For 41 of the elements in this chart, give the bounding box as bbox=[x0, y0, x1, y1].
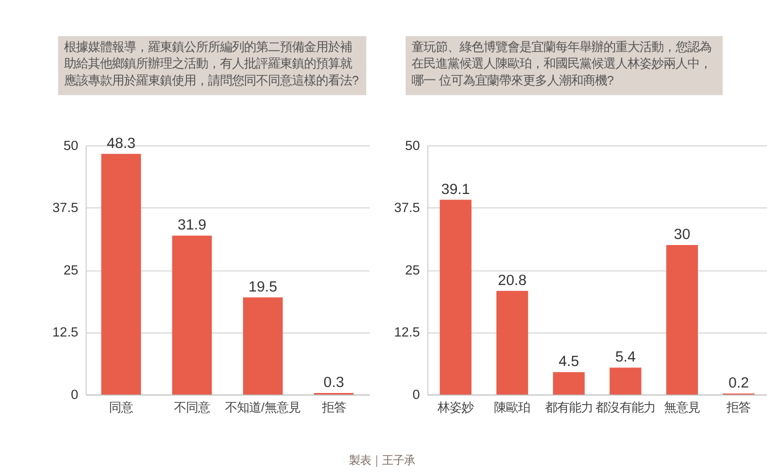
data-label: 0.3 bbox=[324, 375, 344, 392]
data-label: 4.5 bbox=[558, 354, 580, 370]
chart-title: 童玩節、綠色博覽會是宜蘭每年舉辦的重大活動，您認為在民進黨候選人陳歐珀，和國民黨候選人林姿妙兩人中，哪一 位可為宜蘭帶來更多人潮和商機? bbox=[412, 40, 712, 88]
x-tick-label: 不同意 bbox=[174, 400, 210, 415]
bar bbox=[101, 154, 141, 395]
bar bbox=[610, 368, 642, 395]
data-label: 39.1 bbox=[441, 182, 470, 198]
x-tick-label: 同意 bbox=[109, 400, 134, 415]
y-tick-label: 25 bbox=[63, 262, 78, 278]
x-tick-label: 陳歐珀 bbox=[494, 400, 530, 415]
data-label: 20.8 bbox=[498, 272, 527, 289]
bar bbox=[440, 200, 472, 395]
y-tick-label: 50 bbox=[405, 138, 420, 153]
x-tick-label: 不知道/無意見 bbox=[225, 400, 301, 415]
y-tick-label: 37.5 bbox=[52, 200, 78, 216]
x-tick-label: 都有能力 bbox=[544, 400, 593, 415]
y-tick-label: 37.5 bbox=[394, 200, 420, 216]
bar bbox=[666, 245, 698, 395]
x-tick-label: 拒答 bbox=[726, 400, 751, 415]
bar bbox=[553, 372, 585, 395]
y-tick-label: 25 bbox=[405, 262, 420, 278]
data-label: 48.3 bbox=[106, 136, 136, 152]
data-label: 31.9 bbox=[178, 218, 206, 234]
x-tick-label: 拒答 bbox=[320, 400, 346, 415]
y-tick-label: 12.5 bbox=[394, 324, 420, 340]
chart-title: 根據媒體報導，羅東鎮公所所編列的第二預備金用於補助給其他鄉鎮所辦理之活動，有人批評羅東鎮的預算就應該專款用於羅東鎮使用，請問您同不同意這樣的看法? bbox=[64, 40, 359, 88]
bar bbox=[496, 290, 528, 395]
y-tick-label: 0 bbox=[412, 386, 420, 402]
x-tick-label: 都沒有能力 bbox=[595, 400, 656, 415]
data-label: 30 bbox=[674, 227, 690, 244]
data-label: 5.4 bbox=[615, 350, 636, 366]
x-tick-label: 林姿妙 bbox=[436, 400, 474, 415]
data-label: 0.2 bbox=[728, 376, 749, 392]
y-tick-label: 50 bbox=[63, 138, 78, 153]
bar bbox=[172, 236, 212, 395]
bar bbox=[243, 297, 283, 395]
x-tick-label: 無意見 bbox=[664, 400, 700, 415]
data-label: 19.5 bbox=[248, 279, 278, 296]
y-tick-label: 0 bbox=[70, 386, 78, 402]
text: 製表｜王子承 bbox=[348, 454, 415, 467]
y-tick-label: 12.5 bbox=[52, 324, 78, 340]
